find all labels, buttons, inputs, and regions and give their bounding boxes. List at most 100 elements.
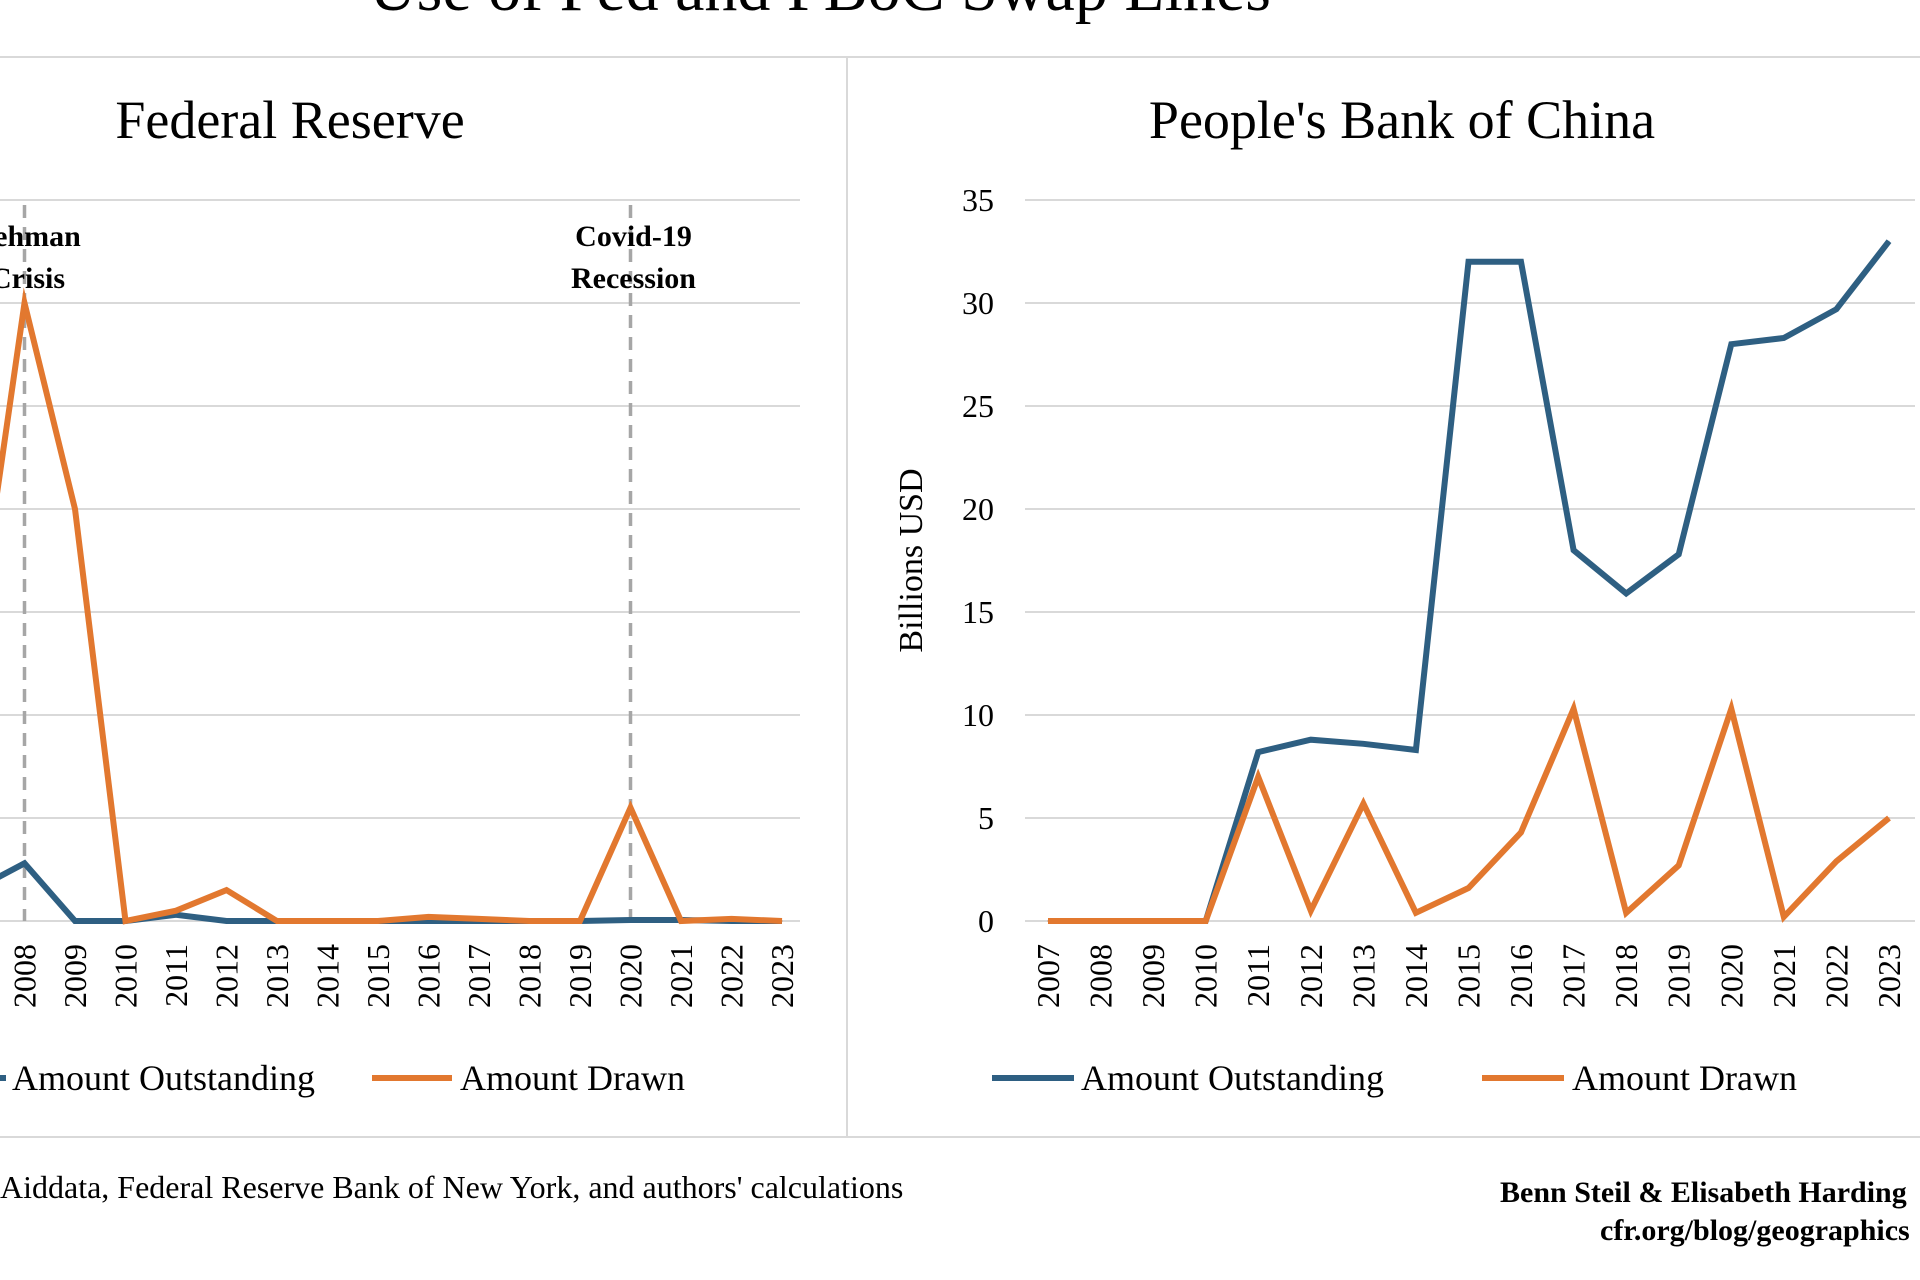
pboc-x-tick-label: 2023 (1871, 944, 1907, 1008)
fed-series-drawn-point (428, 916, 429, 918)
fed-x-tick-label: 2016 (411, 944, 447, 1008)
source-note: Aiddata, Federal Reserve Bank of New Yor… (0, 1169, 903, 1205)
fed-series-drawn-point (226, 889, 227, 891)
fed-series-outstanding-point (74, 920, 76, 922)
fed-x-tick-label: 2019 (562, 944, 598, 1008)
fed-series-drawn-point (74, 508, 76, 510)
pboc-series-drawn-point (1678, 864, 1680, 866)
pboc-series-drawn-point (1100, 920, 1102, 922)
pboc-series-drawn-line (1048, 698, 1891, 924)
pboc-y-tick-label: 25 (962, 388, 994, 424)
fed-series-outstanding-point (428, 920, 429, 922)
fed-x-tick-label: 2014 (310, 944, 346, 1008)
pboc-series-drawn-point (1835, 860, 1837, 862)
fed-series-drawn-point (529, 920, 530, 922)
fed-x-tick-label: 2009 (57, 944, 93, 1008)
pboc-series-drawn-point (1573, 708, 1575, 710)
pboc-series-outstanding-point (1730, 343, 1732, 345)
fed-series-drawn-point (579, 920, 581, 922)
credit-url: cfr.org/blog/geographics (1600, 1214, 1910, 1247)
fed-series-drawn-point (630, 807, 631, 809)
fed-event-label: Lehman (0, 220, 81, 253)
fed-series-outstanding-point (226, 920, 227, 922)
pboc-series-drawn-point (1415, 912, 1417, 914)
fed-series-drawn-point (377, 920, 379, 922)
pboc-series-outstanding-point (1415, 749, 1417, 751)
pboc-x-tick-label: 2022 (1818, 944, 1854, 1008)
pboc-series-outstanding-point (1678, 553, 1680, 555)
pboc-x-tick-label: 2009 (1135, 944, 1171, 1008)
pboc-y-tick-label: 0 (978, 903, 994, 939)
pboc-series-drawn-point (1310, 910, 1312, 912)
pboc-series-drawn-point (1152, 920, 1154, 922)
pboc-series-drawn-point (1205, 920, 1207, 922)
fed-x-tick-label: 2021 (663, 944, 699, 1008)
fed-x-tick-label: 2012 (209, 944, 245, 1008)
pboc-series-outstanding-point (1467, 261, 1469, 263)
fed-event-label: Crisis (0, 262, 65, 295)
fed-x-tick-label: 2011 (158, 944, 194, 1007)
pboc-series-drawn-point (1783, 916, 1785, 918)
pboc-x-tick-label: 2018 (1608, 944, 1644, 1008)
fed-x-tick-label: 2017 (461, 944, 497, 1008)
pboc-series-outstanding-point (1310, 739, 1312, 741)
fed-series-outstanding-point (24, 862, 25, 864)
pboc-x-tick-label: 2013 (1345, 944, 1381, 1008)
pboc-series-drawn-point (1047, 920, 1049, 922)
pboc-x-tick-label: 2021 (1766, 944, 1802, 1008)
fed-series-drawn-point (276, 920, 278, 922)
pboc-legend-drawn-label: Amount Drawn (1572, 1058, 1797, 1098)
pboc-series-drawn-point (1888, 817, 1890, 819)
pboc-x-tick-label: 2011 (1240, 944, 1276, 1007)
pboc-x-tick-label: 2016 (1503, 944, 1539, 1008)
fed-series-drawn-point (125, 920, 126, 922)
pboc-chart-title: People's Bank of China (1149, 90, 1655, 150)
panel-pboc: People's Bank of China 0 5 10 15 20 25 30 35 Bill… (893, 90, 1915, 1098)
fed-event-label: Covid-19 (575, 220, 692, 253)
pboc-y-tick-label: 15 (962, 594, 994, 630)
fed-legend-drawn-label: Amount Drawn (460, 1058, 685, 1098)
pboc-series-drawn-point (1625, 912, 1627, 914)
fed-x-tick-label: 2010 (108, 944, 144, 1008)
pboc-y-tick-label: 20 (962, 491, 994, 527)
fed-event-label: Recession (571, 262, 696, 295)
pboc-legend-outstanding-label: Amount Outstanding (1081, 1058, 1384, 1098)
fed-x-tick-label: 2008 (7, 944, 43, 1008)
credit-authors: Benn Steil & Elisabeth Harding (1500, 1176, 1907, 1209)
fed-series-outstanding-point (175, 914, 177, 916)
pboc-series-drawn-point (1520, 831, 1522, 833)
pboc-series-outstanding-point (1362, 743, 1364, 745)
figure-title: Use of Fed and PBoC Swap Lines (369, 0, 1271, 25)
fed-series-drawn-point (175, 910, 177, 912)
fed-chart-title: Federal Reserve (115, 90, 464, 150)
pboc-series-outstanding-point (1520, 261, 1522, 263)
pboc-series-drawn-point (1362, 803, 1364, 805)
pboc-x-tick-label: 2015 (1450, 944, 1486, 1008)
fed-series-drawn-point (478, 918, 480, 920)
pboc-y-tick-label: 35 (962, 182, 994, 218)
pboc-x-tick-label: 2008 (1083, 944, 1119, 1008)
fed-series-drawn-point (327, 920, 328, 922)
pboc-y-axis-title: Billions USD (893, 468, 930, 652)
pboc-x-tick-label: 2019 (1661, 944, 1697, 1008)
pboc-series-drawn-point (1730, 708, 1732, 710)
fed-series-drawn-point (781, 920, 783, 922)
fed-series-drawn-point (731, 918, 732, 920)
pboc-x-tick-label: 2010 (1188, 944, 1224, 1008)
fed-x-tick-label: 2018 (512, 944, 548, 1008)
pboc-series-outstanding-point (1257, 751, 1259, 753)
pboc-series-outstanding-point (1573, 549, 1575, 551)
pboc-x-tick-label: 2012 (1293, 944, 1329, 1008)
fed-x-tick-label: 2020 (613, 944, 649, 1008)
pboc-series-outstanding-point (1888, 240, 1890, 242)
fed-series-outstanding-point (630, 919, 631, 921)
pboc-panel-frame (846, 56, 1920, 1138)
pboc-series-drawn-point (1257, 776, 1259, 778)
fed-legend-outstanding-label: Amount Outstanding (12, 1058, 315, 1098)
fed-series-drawn-point (680, 920, 682, 922)
pboc-series-outstanding-point (1783, 337, 1785, 339)
pboc-x-tick-label: 2007 (1030, 944, 1066, 1008)
fed-x-tick-label: 2013 (259, 944, 295, 1008)
pboc-series-outstanding-point (1835, 308, 1837, 310)
